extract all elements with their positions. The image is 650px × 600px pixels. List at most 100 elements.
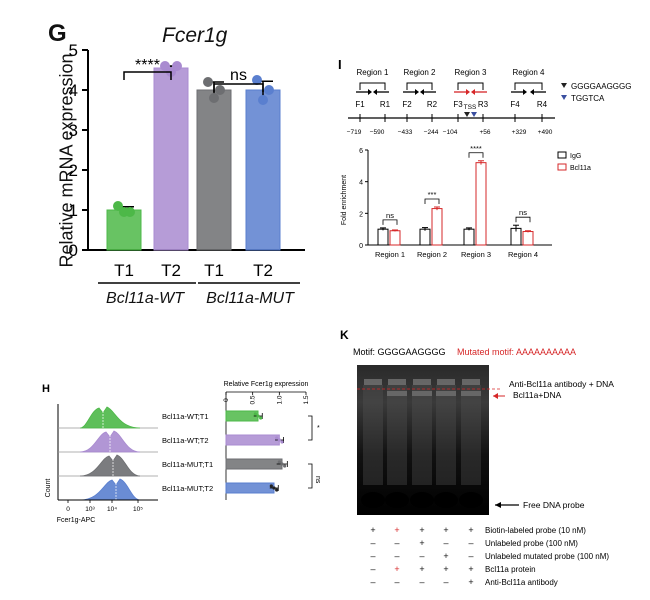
panel-k-gel: K Motif: GGGGAAGGGG Mutated motif: AAAAAAA… [340, 328, 614, 587]
y-tick-label: 2 [69, 161, 78, 180]
sig-bracket [382, 219, 398, 225]
free-probe-arrowhead [495, 502, 501, 508]
legend-label: IgG [570, 153, 581, 160]
hist-tick-label: 0 [66, 506, 70, 513]
row-label: Bcl11a-WT;T1 [162, 412, 209, 421]
hbar-point [272, 486, 276, 490]
lane-sign: + [419, 525, 424, 535]
panel-h: H 0 10³ 10⁴ 10⁵ Count Fcer1g-APC Bcl11a-WT;T1 Bc… [40, 380, 340, 540]
sig-bracket [308, 463, 313, 489]
gel-well [462, 379, 480, 385]
data-point [125, 207, 135, 217]
panel-i-letter: I [338, 57, 342, 72]
region-bracket [514, 82, 543, 90]
region-label: Region 1 [356, 68, 389, 77]
hbar [225, 434, 280, 446]
row-condition-label: Bcl11a protein [485, 565, 536, 574]
motif-label: Motif: GGGGAAGGGG [353, 347, 446, 357]
row-label: Bcl11a-MUT;T1 [162, 460, 213, 469]
panel-g-letter: G [48, 20, 67, 47]
hbar-point [253, 412, 257, 416]
bar-x-title: Relative Fcer1g expression [224, 381, 309, 388]
row-condition-label: Anti-Bcl11a antibody [485, 578, 558, 587]
lane-sign: + [419, 564, 424, 574]
bar [463, 228, 475, 246]
data-point [258, 95, 268, 105]
x-tick-label: Region 2 [417, 250, 447, 259]
legend-swatch [557, 163, 567, 171]
primer-label: R1 [380, 100, 391, 109]
data-point [172, 61, 182, 71]
y-tick-label: 4 [359, 180, 363, 187]
hbar-point [277, 438, 281, 442]
lane-sign: – [468, 551, 473, 561]
primer-label: F2 [402, 100, 412, 109]
bar [377, 228, 389, 246]
hbar-point [256, 414, 260, 418]
sig-bracket [308, 415, 313, 441]
row-label: Bcl11a-MUT;T2 [162, 484, 213, 493]
lane-sign: – [370, 577, 375, 587]
position-label: −244 [424, 129, 439, 136]
gel-well [437, 379, 455, 385]
gel-background [357, 365, 489, 515]
histogram [79, 478, 141, 501]
position-label: TSS [464, 104, 477, 111]
hbar [225, 410, 259, 422]
hbar-point [275, 488, 279, 492]
bar [153, 67, 189, 251]
hist-tick-label: 10³ [85, 506, 95, 513]
position-label: +56 [479, 129, 490, 136]
gel-band [436, 391, 456, 396]
lane-sign: + [468, 577, 473, 587]
gel-smear [363, 385, 383, 485]
primer-arrowhead [420, 89, 424, 95]
lane-sign: – [419, 577, 424, 587]
lane-sign: – [419, 551, 424, 561]
free-probe-band [434, 492, 458, 508]
gel-smear [412, 385, 432, 485]
panel-i-diagram: I Region 1 F1 R1 Region 2 F2 R2 Region 3 F3 R3 Reg… [338, 57, 631, 136]
sig-label: ns [386, 211, 394, 220]
lane-sign: – [468, 538, 473, 548]
x-tick-label: T1 [114, 261, 134, 280]
gel-band [461, 391, 481, 396]
gel-band [387, 391, 407, 396]
x-tick-label: T1 [204, 261, 224, 280]
sig-label: ns [314, 476, 321, 484]
hbar-point [269, 484, 273, 488]
hbar [225, 482, 275, 494]
position-label: +490 [538, 129, 553, 136]
primer-arrowhead [530, 89, 534, 95]
primer-label: F1 [355, 100, 365, 109]
region-bracket [359, 82, 386, 90]
lane-sign: + [468, 564, 473, 574]
y-tick-label: 0 [359, 243, 363, 250]
region-label: Region 3 [454, 68, 487, 77]
sig-bracket [213, 83, 264, 92]
position-label: −433 [398, 129, 413, 136]
lane-sign: + [443, 551, 448, 561]
x-tick-label: T2 [253, 261, 273, 280]
x-tick-label: T2 [161, 261, 181, 280]
x-tick-label: Region 1 [375, 250, 405, 259]
hbar-point [275, 436, 279, 440]
y-tick-label: 2 [359, 211, 363, 218]
lane-sign: – [394, 577, 399, 587]
motif-legend-label: GGGGAAGGGG [571, 82, 631, 91]
y-tick-label: 1 [69, 201, 78, 220]
gel-well [413, 379, 431, 385]
bar-x-tick-label: 0 [223, 398, 230, 402]
sig-label: **** [470, 144, 482, 153]
bar [245, 89, 281, 251]
gel-well [388, 379, 406, 385]
free-probe-band [410, 492, 434, 508]
gel-well [364, 379, 382, 385]
lane-sign: + [443, 525, 448, 535]
data-point [160, 61, 170, 71]
hbar-point [259, 416, 263, 420]
primer-arrowhead [415, 89, 419, 95]
hbar-point [280, 440, 284, 444]
free-probe-label: Free DNA probe [523, 500, 585, 510]
bar [431, 208, 443, 246]
